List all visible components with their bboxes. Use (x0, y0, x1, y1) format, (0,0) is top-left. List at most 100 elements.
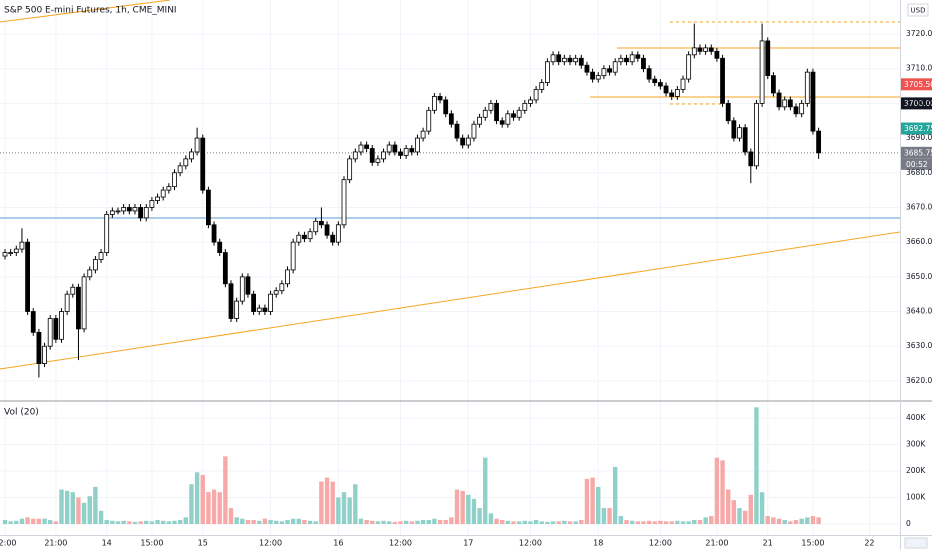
y-tick-label: 3640.00 (906, 307, 932, 316)
candle-body (646, 68, 652, 80)
volume-bar (257, 520, 262, 524)
y-tick-label: 3710.00 (906, 64, 932, 73)
trend-line (0, 231, 901, 370)
candle-body (629, 54, 635, 63)
volume-bar (19, 518, 25, 524)
candle-body (482, 109, 488, 118)
candle-body (759, 40, 765, 104)
candle-body (398, 151, 403, 156)
volume-bar (629, 520, 635, 524)
candle-body (234, 300, 240, 319)
volume-bar (398, 521, 403, 524)
candle-body (313, 220, 319, 233)
volume-bar (420, 520, 426, 524)
volume-bar (505, 520, 511, 524)
volume-bar (217, 492, 222, 524)
candle-body (754, 102, 759, 167)
candle-body (601, 68, 607, 77)
volume-bar (228, 508, 234, 524)
volume-bar (358, 518, 364, 524)
candle-body (799, 102, 805, 115)
candle-body (98, 252, 104, 260)
candle-body (30, 311, 36, 333)
volume-bar (652, 521, 657, 524)
candle-body (516, 109, 522, 118)
volume-bar (426, 520, 431, 524)
candle-body (488, 102, 494, 111)
candle-body (714, 50, 720, 59)
volume-bar (533, 520, 539, 524)
candle-body (262, 307, 268, 312)
volume-bar (488, 513, 494, 524)
volume-bar (556, 521, 561, 524)
candle-body (177, 165, 183, 174)
volume-bar (793, 520, 799, 524)
candle-body (618, 57, 624, 63)
candle-body (595, 75, 601, 80)
candle-body (364, 144, 370, 149)
volume-bar (189, 484, 194, 524)
candle-body (725, 102, 731, 122)
volume-bar (296, 518, 301, 524)
volume-bar (471, 498, 477, 524)
price-tag (901, 146, 932, 159)
volume-bar (59, 489, 64, 524)
volume-bar (211, 489, 217, 524)
volume-bar (25, 517, 30, 524)
candle-body (737, 127, 742, 139)
candle-body (392, 144, 398, 153)
x-tick-label: 14 (102, 539, 112, 548)
candle-body (550, 54, 556, 63)
x-tick-label: 15:00 (801, 539, 824, 548)
candle-body (347, 158, 353, 181)
volume-bar (81, 502, 87, 524)
volume-bar (172, 520, 177, 524)
volume-bar (161, 520, 166, 524)
volume-bar (285, 520, 290, 524)
volume-bar (454, 489, 460, 524)
candle-body (511, 113, 516, 118)
volume-bar (714, 457, 720, 524)
currency[interactable]: USD (911, 7, 926, 15)
candle-body (307, 231, 313, 240)
candle-body (787, 99, 793, 108)
x-tick-label: 12:00 (389, 539, 412, 548)
volume-bar (590, 477, 595, 524)
volume-bar (149, 521, 155, 524)
volume-bar (251, 520, 256, 524)
volume-bar (675, 520, 680, 524)
x-tick-label: 21:00 (705, 539, 728, 548)
x-tick-label: 12:00 (259, 539, 282, 548)
volume-bar (200, 474, 205, 524)
candle-body (149, 200, 155, 208)
candle-body (341, 179, 347, 226)
candle-body (584, 64, 590, 73)
volume-tick-label: 0 (906, 519, 911, 528)
countdown-tag (901, 158, 932, 170)
settings-button[interactable] (904, 537, 928, 549)
volume-bar (194, 472, 200, 524)
candle-body (358, 144, 364, 153)
volume-bar (313, 521, 318, 524)
candle-body (680, 78, 686, 90)
currency-box[interactable] (907, 3, 929, 17)
marks (2, 23, 821, 524)
volume-bar (596, 486, 601, 524)
candle-body (663, 85, 669, 94)
volume-bar (799, 518, 804, 524)
volume-bar (268, 520, 273, 524)
volume-bar (98, 510, 104, 524)
volume-bar (274, 520, 279, 524)
volume-bar (483, 457, 488, 524)
volume-tick-label: 200K (906, 466, 926, 475)
y-tick-label: 3650.00 (906, 272, 932, 281)
volume-bar (545, 521, 550, 524)
x-tick-label: 12:00 (0, 539, 17, 548)
volume-bar (805, 517, 810, 524)
candle-body (104, 213, 110, 253)
volume-bar (697, 520, 703, 524)
candle-body (8, 252, 14, 254)
candle-body (256, 307, 262, 312)
volume-bar (307, 520, 313, 524)
volume-bar (669, 521, 674, 524)
